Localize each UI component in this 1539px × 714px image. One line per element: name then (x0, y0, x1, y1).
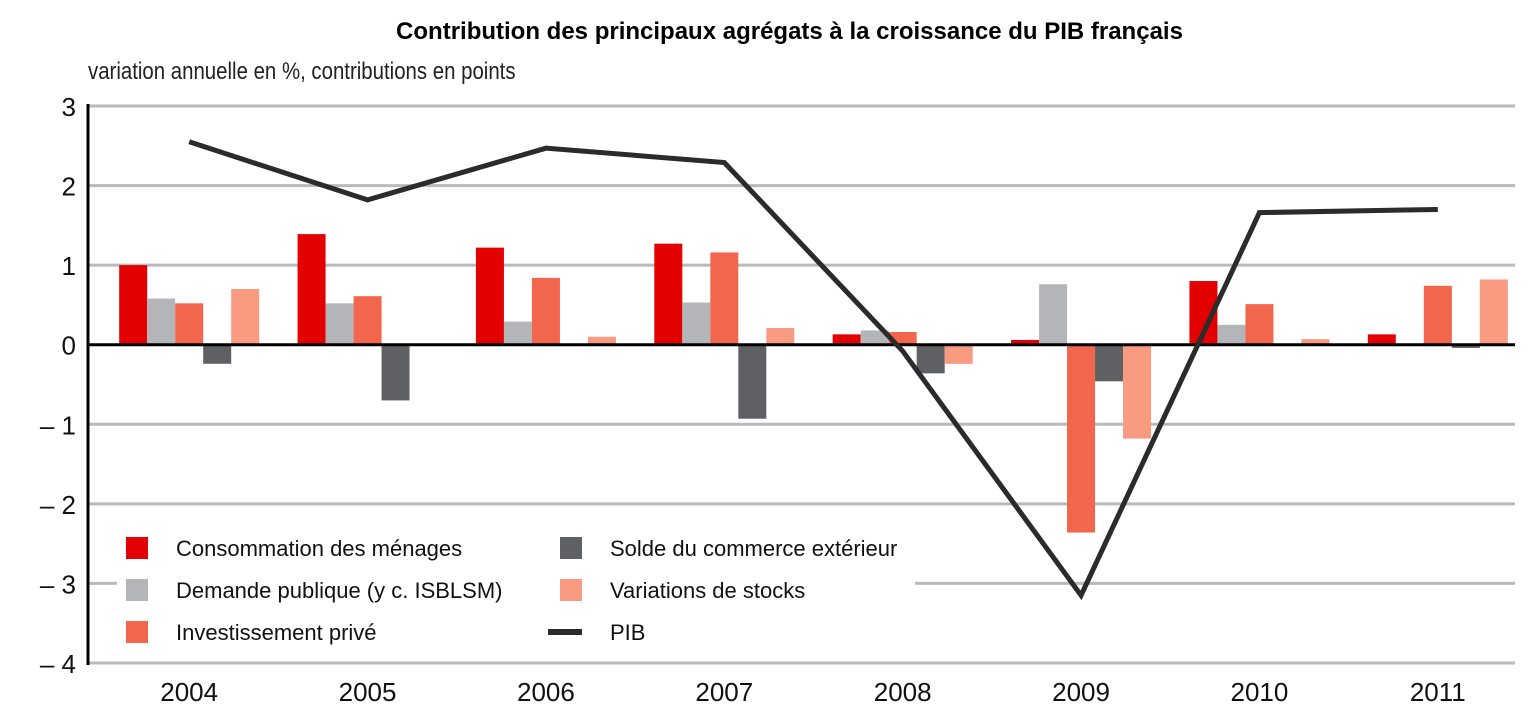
x-tick-label: 2005 (339, 677, 397, 707)
bar-consommation-des-m-nages (1367, 334, 1396, 345)
bar-solde-du-commerce-ext-rieur (1451, 344, 1480, 348)
bar-consommation-des-m-nages (1011, 339, 1040, 345)
y-tick-label: 2 (62, 172, 76, 202)
bar-solde-du-commerce-ext-rieur (203, 344, 232, 364)
bar-variations-de-stocks (944, 344, 973, 364)
bar-solde-du-commerce-ext-rieur (381, 344, 410, 401)
legend-label: Demande publique (y c. ISBLSM) (176, 578, 503, 603)
y-tick-label: – 4 (40, 649, 76, 679)
gridlines (88, 104, 1515, 665)
bar-consommation-des-m-nages (297, 234, 326, 345)
bar-variations-de-stocks (231, 289, 260, 345)
x-tick-label: 2011 (1410, 677, 1466, 707)
bar-investissement-priv- (353, 296, 382, 345)
y-tick-label: 3 (62, 92, 76, 122)
bar-investissement-priv- (1423, 285, 1452, 345)
bar-consommation-des-m-nages (119, 265, 148, 345)
bar-demande-publique-y-c-isblsm- (325, 303, 354, 345)
legend-label: Consommation des ménages (176, 536, 462, 561)
x-tick-label: 2009 (1052, 677, 1110, 707)
legend-label: Variations de stocks (610, 578, 805, 603)
legend-swatch (126, 579, 148, 601)
bar-variations-de-stocks (1479, 279, 1508, 345)
bar-consommation-des-m-nages (832, 334, 861, 345)
bar-variations-de-stocks (587, 336, 616, 345)
y-tick-label: 1 (62, 251, 76, 281)
chart-subtitle: variation annuelle en %, contributions e… (88, 58, 516, 85)
x-tick-label: 2008 (874, 677, 932, 707)
legend-swatch (560, 537, 582, 559)
legend-label: PIB (610, 620, 645, 645)
bar-solde-du-commerce-ext-rieur (1095, 344, 1124, 382)
pib-line-group (188, 139, 1438, 601)
bar-variations-de-stocks (1123, 344, 1152, 439)
bar-investissement-priv- (710, 252, 739, 345)
x-tick-label: 2007 (695, 677, 753, 707)
legend-label: Investissement privé (176, 620, 377, 645)
bar-investissement-priv- (1245, 304, 1274, 345)
bar-consommation-des-m-nages (654, 243, 683, 345)
bar-investissement-priv- (531, 277, 560, 345)
y-axis: 3 2 1 0 – 1 – 2 – 3 – 4 (40, 92, 90, 679)
bar-investissement-priv- (175, 303, 204, 345)
legend-swatch (126, 537, 148, 559)
y-tick-label: – 1 (40, 410, 76, 440)
bar-variations-de-stocks (766, 328, 795, 345)
bar-investissement-priv- (1067, 344, 1096, 533)
legend-label: Solde du commerce extérieur (610, 536, 897, 561)
bar-solde-du-commerce-ext-rieur (916, 344, 945, 374)
legend-swatch (560, 579, 582, 601)
bar-variations-de-stocks (1301, 339, 1330, 345)
y-tick-label: – 2 (40, 490, 76, 520)
bar-solde-du-commerce-ext-rieur (738, 344, 767, 419)
bar-demande-publique-y-c-isblsm- (147, 298, 176, 345)
chart-title: Contribution des principaux agrégats à l… (396, 18, 1183, 45)
bar-demande-publique-y-c-isblsm- (1039, 284, 1068, 345)
legend-swatch (126, 621, 148, 643)
bar-demande-publique-y-c-isblsm- (860, 330, 889, 345)
bars (119, 234, 1508, 533)
bar-demande-publique-y-c-isblsm- (1217, 324, 1246, 345)
x-tick-label: 2010 (1231, 677, 1289, 707)
bar-consommation-des-m-nages (475, 247, 504, 345)
pib-line (188, 139, 1438, 601)
bar-demande-publique-y-c-isblsm- (503, 321, 532, 345)
y-tick-label: 0 (62, 331, 76, 361)
legend: Consommation des ménages Demande publique… (126, 536, 897, 645)
bar-demande-publique-y-c-isblsm- (682, 302, 711, 345)
x-axis: 2004 2005 2006 2007 2008 2009 2010 2011 (160, 677, 1466, 707)
x-tick-label: 2006 (517, 677, 575, 707)
x-tick-label: 2004 (160, 677, 218, 707)
y-tick-label: – 3 (40, 569, 76, 599)
